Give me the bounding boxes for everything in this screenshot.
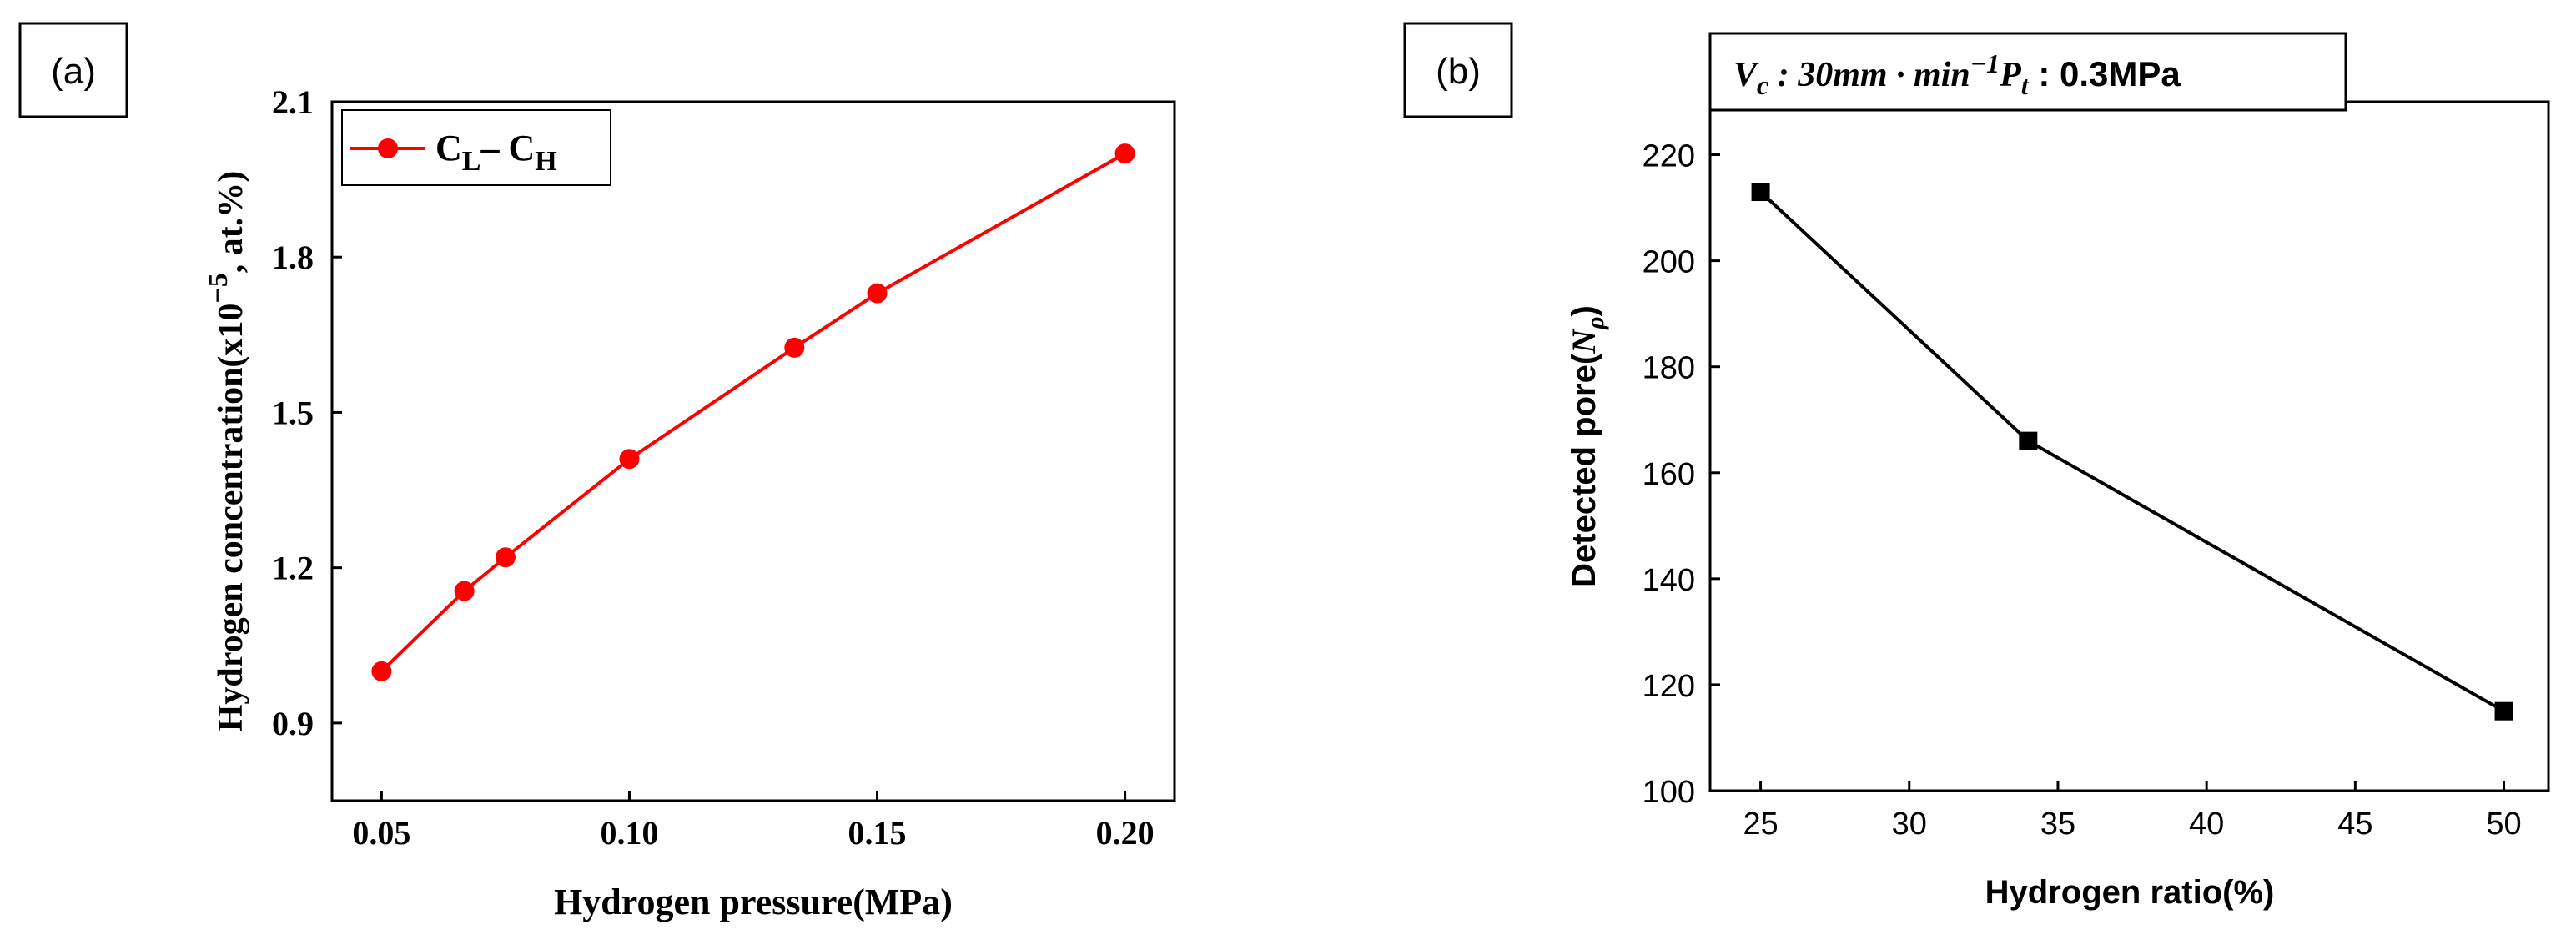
- panel-a-label: (a): [51, 51, 96, 92]
- data-point-a: [495, 547, 516, 568]
- y-tick-label-b: 140: [1643, 563, 1695, 598]
- legend-a: CL– CH: [341, 109, 611, 186]
- x-axis-title-a: Hydrogen pressure(MPa): [554, 882, 953, 922]
- plot-a-frame: [330, 100, 1176, 802]
- x-tick-label-b: 40: [2189, 807, 2224, 842]
- y-tick-label-b: 220: [1643, 139, 1695, 174]
- y-tick-label-a: 1.8: [272, 239, 314, 276]
- y-axis-title-b-prefix: Detected pore(: [1566, 353, 1602, 587]
- legend-a-label: CL– CH: [435, 128, 557, 177]
- x-tick-label-b: 25: [1743, 807, 1778, 842]
- annotation-b-pt: P: [1999, 56, 2021, 94]
- y-axis-a: 0.9 1.2 1.5 1.8 2.1: [272, 83, 342, 742]
- x-axis-title-b: Hydrogen ratio(%): [1985, 874, 2275, 911]
- y-axis-title-a: Hydrogen concentration(x10−5, at.%): [203, 171, 250, 732]
- panel-b: (b) Vc : 30mm · min−1Pt : 0.3MPa 1001201…: [1403, 22, 2550, 911]
- data-point-b: [2019, 431, 2038, 450]
- legend-a-label-c2: – C: [480, 128, 535, 168]
- y-axis-title-a-prefix: Hydrogen concentration(x10: [212, 304, 250, 732]
- x-axis-b: 25 30 35 40 45 50: [1743, 781, 2522, 842]
- annotation-b-vc-text: : 30mm · min: [1768, 56, 1970, 94]
- y-tick-label-b: 180: [1643, 351, 1695, 386]
- panel-a: (a) 0.9 1.2 1.5 1.8 2.1 0.05 0.10 0.15 0.20 Hyd…: [18, 22, 1176, 922]
- x-tick-label-b: 30: [1892, 807, 1927, 842]
- annotation-b-box: [1708, 32, 2347, 112]
- y-axis-title-a-exponent: −5: [203, 273, 234, 303]
- y-tick-label-b: 160: [1643, 457, 1695, 492]
- annotation-b-vc: V: [1733, 56, 1759, 94]
- series-b: [1751, 183, 2513, 721]
- series-line-b: [1759, 190, 2505, 713]
- legend-a-label-c1: C: [435, 128, 462, 168]
- y-axis-title-a-suffix: , at.%): [212, 171, 250, 273]
- data-point-b: [2494, 701, 2513, 721]
- legend-a-marker: [378, 138, 398, 158]
- y-tick-label-a: 2.1: [272, 83, 314, 121]
- x-tick-label-a: 0.10: [600, 814, 658, 852]
- y-axis-title-b: Detected pore(Nρ): [1565, 305, 1609, 587]
- x-axis-a: 0.05 0.10 0.15 0.20: [352, 791, 1155, 852]
- data-point-a: [619, 449, 640, 470]
- legend-a-label-sub-l: L: [462, 146, 481, 177]
- plot-b-frame: [1708, 100, 2550, 792]
- data-point-a: [867, 283, 888, 304]
- data-point-a: [371, 661, 392, 681]
- annotation-b-vc-sup: −1: [1970, 48, 2000, 78]
- x-tick-label-a: 0.20: [1096, 814, 1155, 852]
- y-axis-title-b-sub: ρ: [1582, 316, 1609, 329]
- y-tick-label-b: 200: [1643, 245, 1695, 280]
- data-point-a: [784, 337, 805, 358]
- y-tick-label-a: 0.9: [272, 705, 314, 742]
- data-point-b: [1751, 183, 1770, 202]
- x-tick-label-a: 0.05: [352, 814, 410, 852]
- y-tick-label-a: 1.5: [272, 394, 314, 431]
- x-tick-label-b: 35: [2040, 807, 2075, 842]
- x-tick-label-a: 0.15: [848, 814, 907, 852]
- series-a: [371, 143, 1135, 681]
- annotation-b: Vc : 30mm · min−1Pt : 0.3MPa: [1733, 48, 2181, 100]
- annotation-b-pt-text: : 0.3MPa: [2029, 54, 2181, 93]
- series-line-a: [380, 152, 1126, 673]
- panel-a-label-box: [18, 22, 128, 118]
- data-point-a: [1114, 143, 1135, 164]
- y-axis-title-b-symbol: N: [1565, 328, 1602, 354]
- panel-b-label: (b): [1436, 51, 1481, 92]
- x-tick-label-b: 50: [2486, 807, 2521, 842]
- annotation-b-pt-sub: t: [2021, 70, 2030, 100]
- y-axis-title-b-suffix: ): [1566, 305, 1602, 316]
- legend-a-label-sub-h: H: [535, 146, 556, 177]
- y-axis-b: 100 120 140 160 180 200 220: [1643, 139, 1720, 810]
- y-tick-label-b: 120: [1643, 669, 1695, 704]
- y-tick-label-b: 100: [1643, 775, 1695, 810]
- y-tick-label-a: 1.2: [272, 550, 314, 587]
- panel-b-label-box: [1403, 22, 1513, 118]
- x-tick-label-b: 45: [2337, 807, 2372, 842]
- data-point-a: [454, 581, 475, 601]
- annotation-b-vc-sub: c: [1757, 70, 1768, 100]
